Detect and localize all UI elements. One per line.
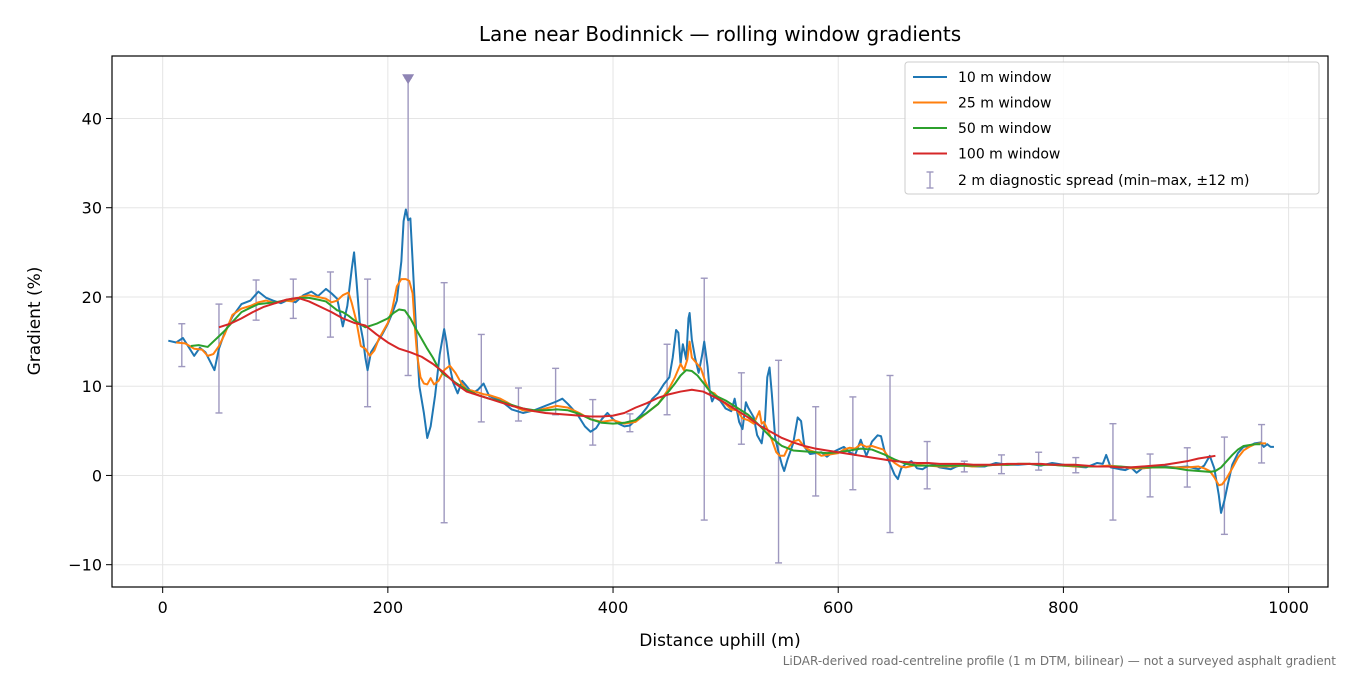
legend-box (904, 61, 1320, 195)
error-bar (589, 398, 597, 446)
y-axis-ticks: −10 0 10 20 30 40 (68, 109, 112, 575)
error-bar (364, 278, 372, 408)
chart-title: Lane near Bodinnick — rolling window gra… (479, 22, 961, 46)
error-bar (477, 333, 485, 423)
x-tick-label: 600 (823, 598, 854, 617)
grid (112, 56, 1328, 587)
legend-label: 2 m diagnostic spread (min–max, ±12 m) (958, 173, 1249, 189)
y-axis-label: Gradient (%) (25, 267, 45, 376)
x-axis-ticks: 0 200 400 600 800 1000 (158, 587, 1309, 617)
y-tick-label: 30 (82, 199, 102, 218)
x-tick-label: 0 (158, 598, 168, 617)
clip-markers (402, 74, 415, 85)
y-tick-label: 10 (82, 377, 102, 396)
y-tick-label: 40 (82, 109, 102, 128)
error-bar (849, 396, 857, 491)
legend-errorbar-swatch (926, 171, 934, 189)
plot-frame (111, 55, 1329, 588)
y-tick-label: −10 (68, 556, 102, 575)
legend: 10 m window 25 m window 50 m window 100 m w… (904, 61, 1320, 195)
error-bar (440, 281, 448, 524)
error-bar (178, 323, 186, 368)
error-bar (1220, 436, 1228, 536)
error-bar (1109, 422, 1117, 521)
error-bar (215, 303, 223, 414)
footnote: LiDAR-derived road-centreline profile (1… (783, 654, 1337, 668)
clip-marker (402, 74, 415, 85)
legend-label: 100 m window (958, 147, 1060, 163)
x-tick-label: 800 (1048, 598, 1079, 617)
x-tick-label: 400 (598, 598, 629, 617)
legend-label: 25 m window (958, 96, 1051, 112)
y-tick-label: 20 (82, 288, 102, 307)
x-tick-label: 1000 (1268, 598, 1309, 617)
error-bar (737, 372, 745, 445)
error-bar (886, 374, 894, 534)
error-bar (514, 387, 522, 422)
legend-label: 50 m window (958, 121, 1051, 137)
x-axis-label: Distance uphill (m) (639, 631, 800, 651)
error-bar (700, 277, 708, 521)
error-bar (1146, 453, 1154, 498)
series-lines (168, 208, 1274, 514)
legend-label: 10 m window (958, 70, 1051, 86)
error-bar (252, 279, 260, 321)
series-line-4 (218, 296, 1216, 469)
error-bar (1035, 451, 1043, 471)
error-bar (775, 359, 783, 564)
y-tick-label: 0 (92, 466, 102, 485)
x-tick-label: 200 (373, 598, 404, 617)
